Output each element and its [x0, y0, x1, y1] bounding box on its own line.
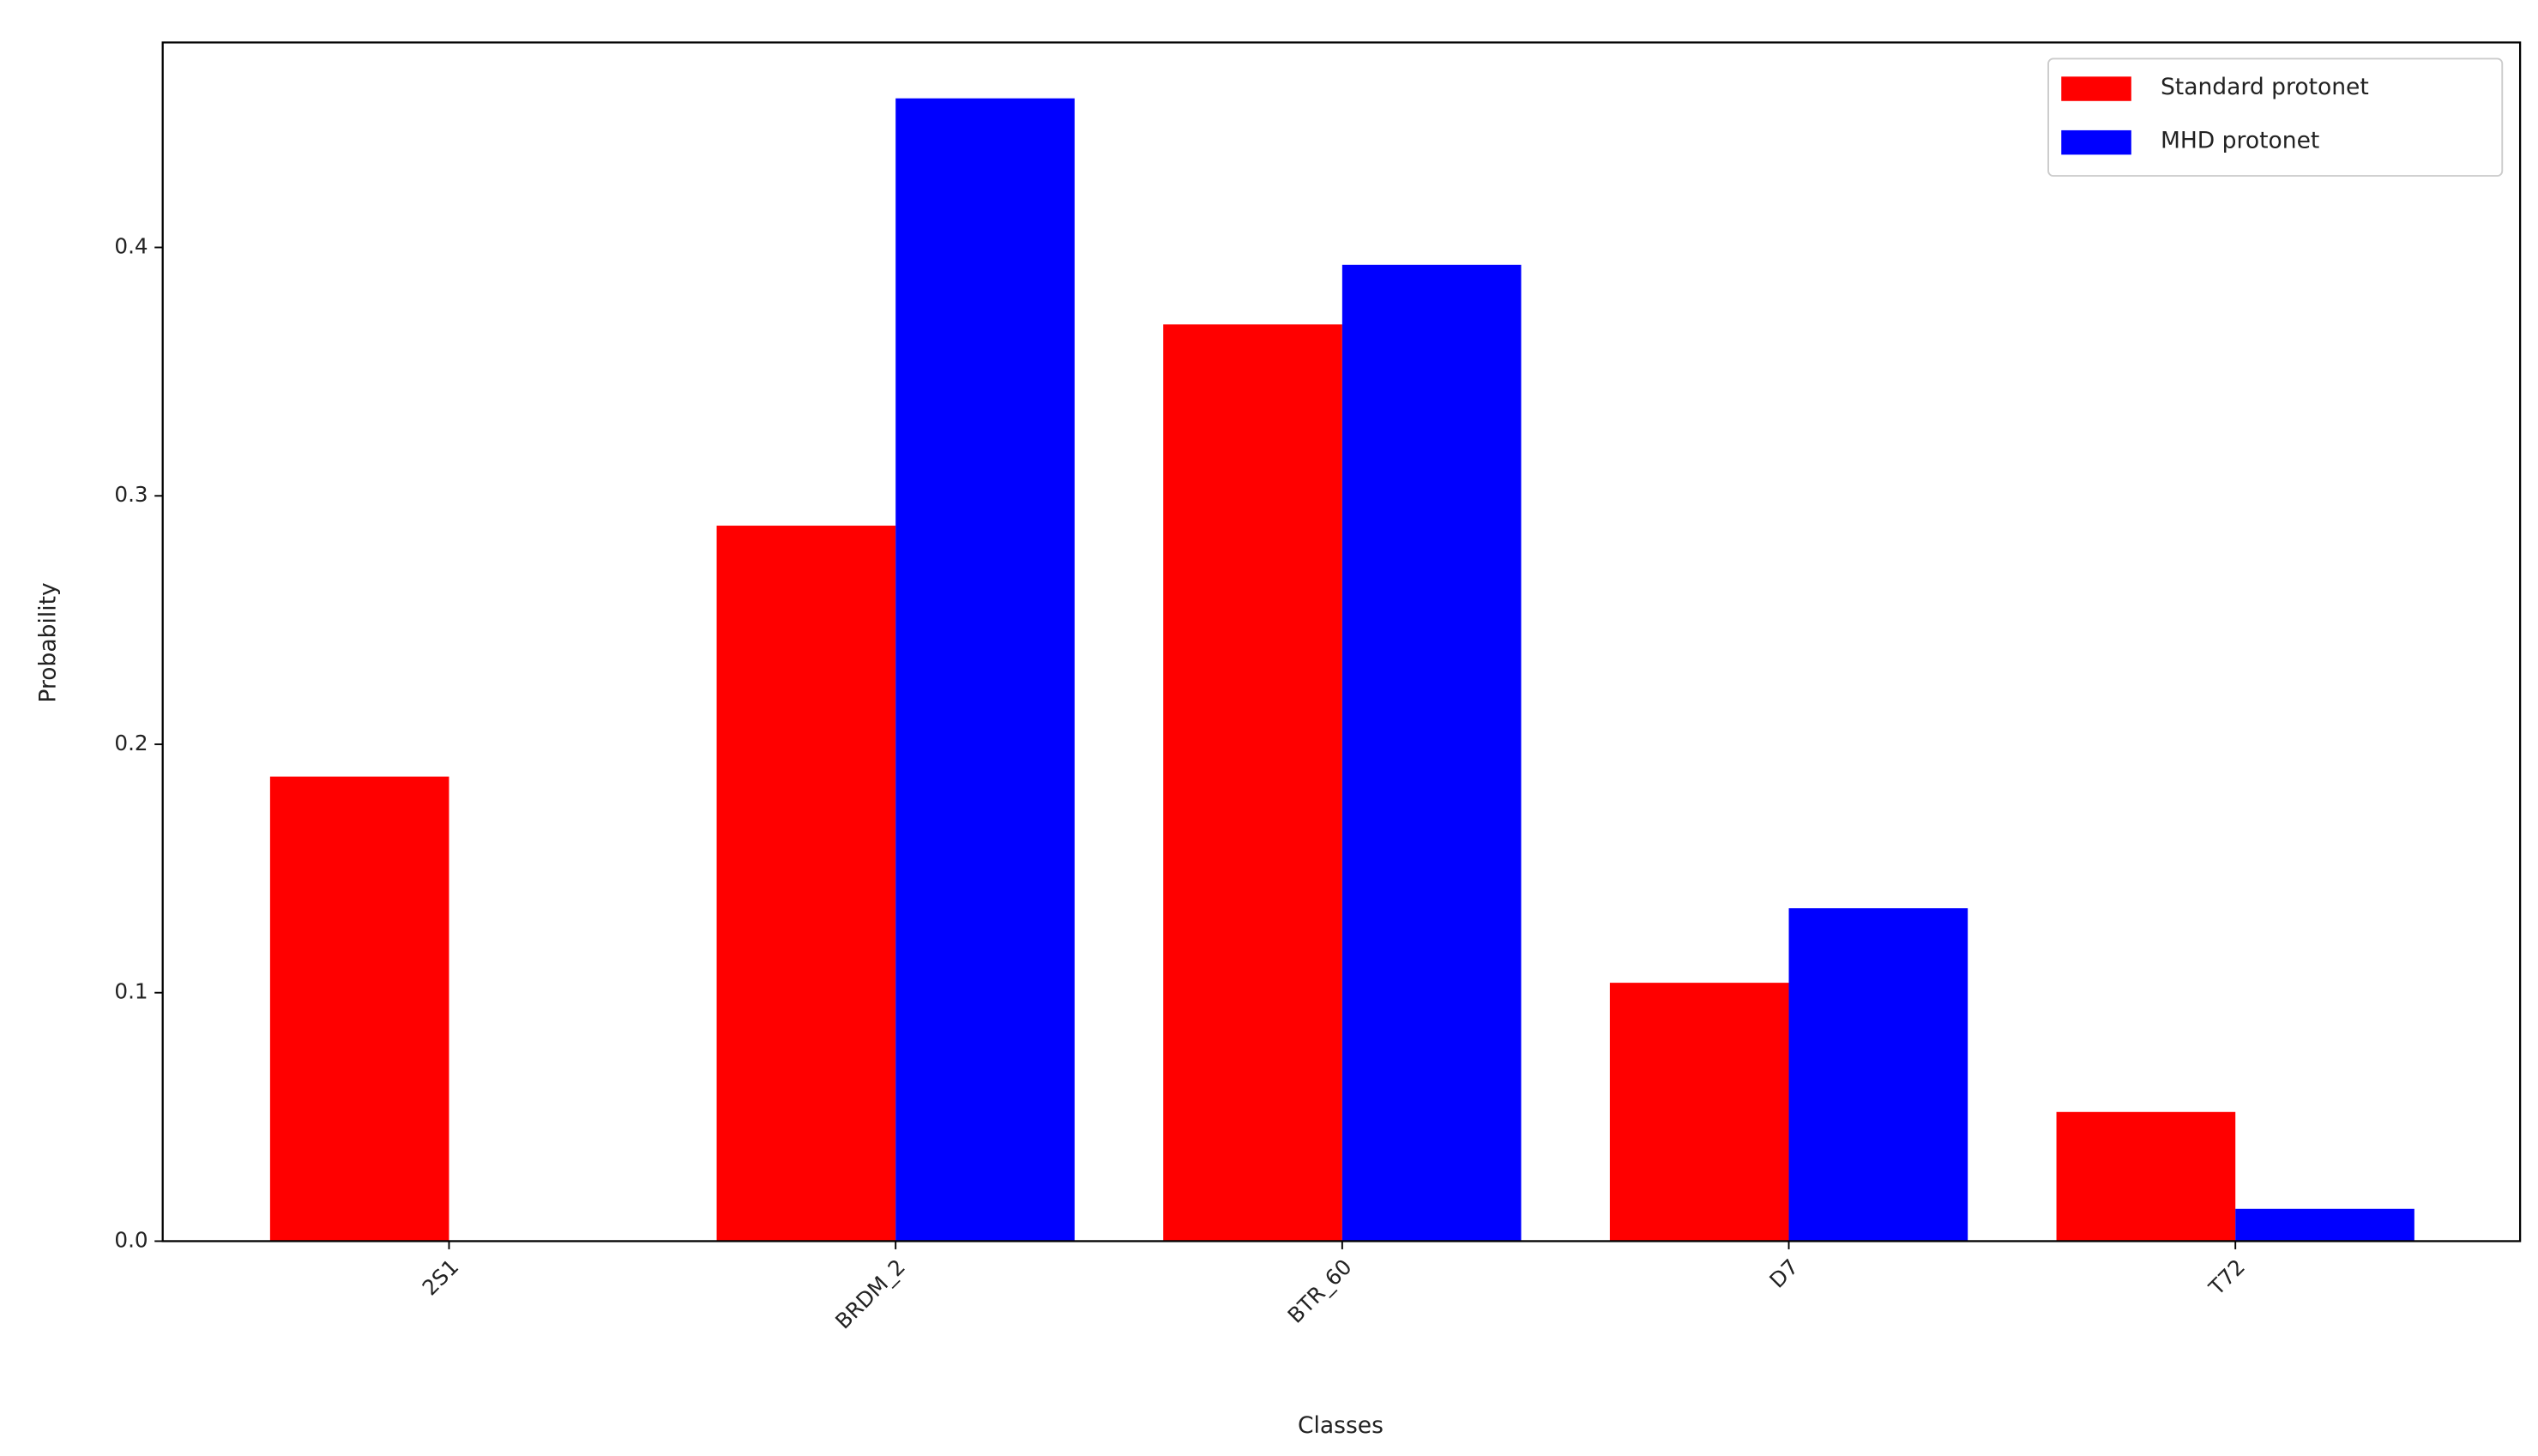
y-tick-label: 0.1 — [114, 979, 148, 1004]
bar — [2235, 1208, 2414, 1242]
bar — [2056, 1111, 2236, 1242]
y-tick-label: 0.2 — [114, 731, 148, 755]
y-axis-label: Probability — [34, 582, 61, 702]
y-tick-label: 0.4 — [114, 234, 148, 259]
bar — [1609, 983, 1789, 1242]
legend-swatch — [2061, 76, 2131, 101]
legend-label: MHD protonet — [2161, 128, 2319, 154]
legend-label: Standard protonet — [2161, 74, 2369, 100]
bar — [1163, 324, 1342, 1242]
x-axis-label: Classes — [1298, 1412, 1384, 1439]
legend-swatch — [2061, 129, 2131, 155]
plot-frame — [161, 41, 2522, 1242]
bar — [269, 776, 449, 1242]
bar — [1788, 908, 1968, 1242]
bar — [895, 98, 1075, 1242]
y-tick-label: 0.0 — [114, 1227, 148, 1252]
bar — [716, 526, 896, 1242]
legend: Standard protonet MHD protonet — [2047, 57, 2504, 177]
y-tick-label: 0.3 — [114, 482, 148, 507]
legend-frame — [2047, 57, 2504, 177]
bar — [1341, 264, 1522, 1242]
